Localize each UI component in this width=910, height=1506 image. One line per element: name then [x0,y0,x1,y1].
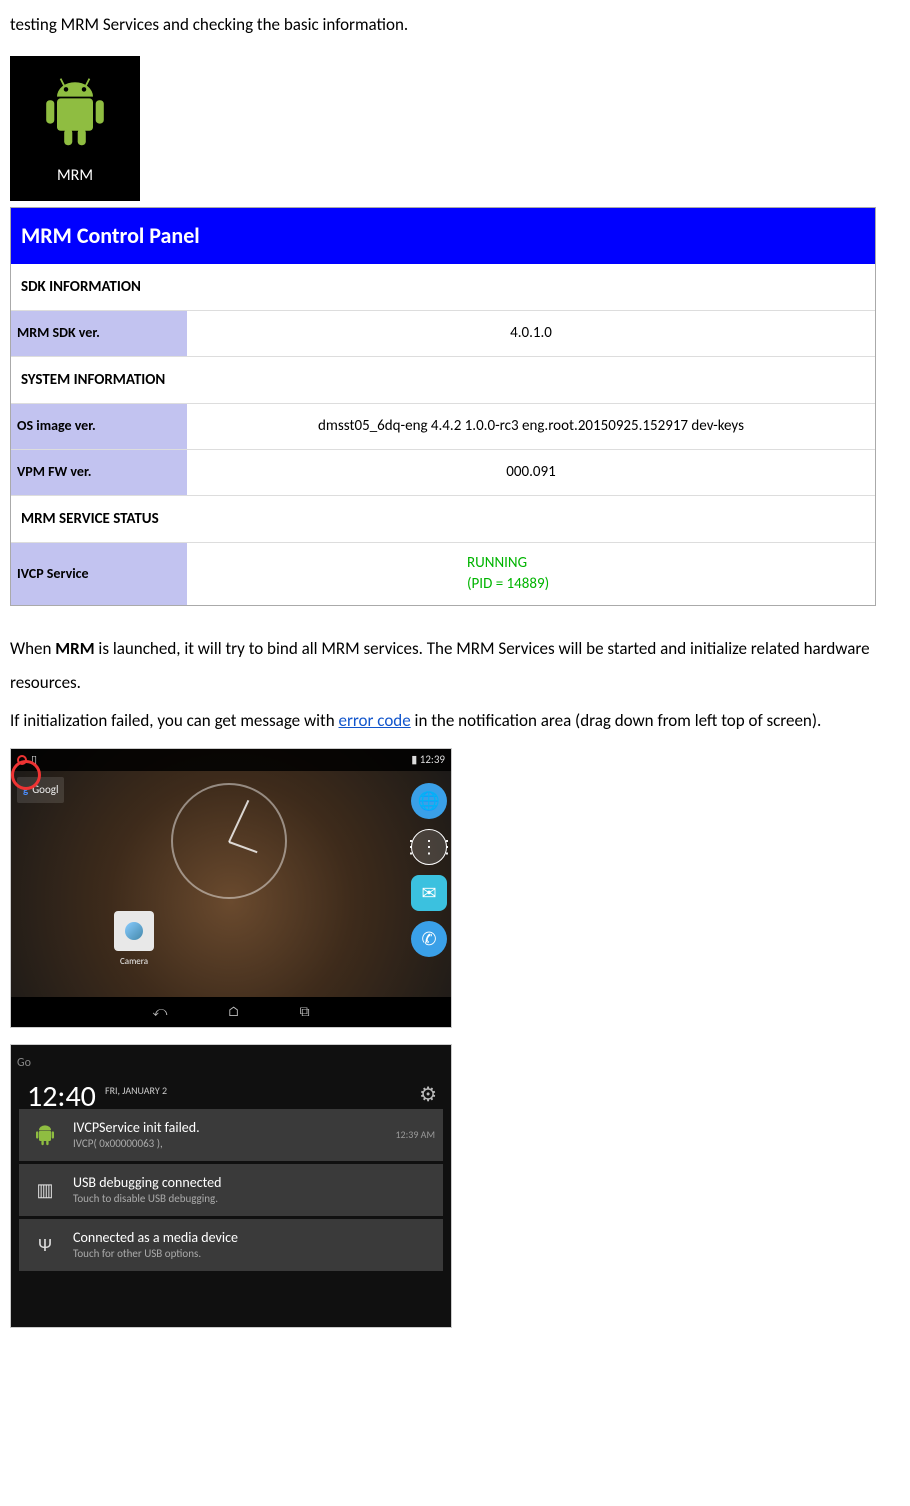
label-os-ver: OS image ver. [11,404,187,449]
paragraph-launch: When MRM is launched, it will try to bin… [10,632,900,700]
notification-drawer-screenshot: Go 12:40 FRI, JANUARY 2 ⚙ IVCPService in… [10,1044,452,1328]
notif-sub: Touch for other USB options. [73,1247,238,1261]
android-home-screenshot: ▯ ▮ 12:39 g Googl Camera 🌐 ⋮⋮⋮ ✉ ✆ ⤺ ⌂ ⧉ [10,748,452,1028]
camera-lens-icon [125,922,143,940]
notif-title: Connected as a media device [73,1229,238,1247]
usb-media-icon: Ψ [27,1227,63,1263]
browser-icon[interactable]: 🌐 [411,783,447,819]
usb-debug-icon: ▥ [27,1172,63,1208]
label-sdk-ver: MRM SDK ver. [11,311,187,356]
label-ivcp: IVCP Service [11,543,187,605]
row-os-ver: OS image ver. dmsst05_6dq-eng 4.4.2 1.0.… [11,404,875,450]
error-code-link[interactable]: error code [339,710,411,731]
annotation-red-circle [11,760,41,790]
mrm-icon-label: MRM [57,160,93,192]
notification-item[interactable]: IVCPService init failed. IVCP( 0x0000006… [19,1109,443,1161]
para1-strong: MRM [55,638,94,659]
notif-title: IVCPService init failed. [73,1119,200,1137]
nav-home-icon[interactable]: ⌂ [227,998,239,1026]
value-ivcp: RUNNING (PID = 14889) [187,543,875,605]
android-nav-bar: ⤺ ⌂ ⧉ [11,997,451,1027]
paragraph-errorcode: If initialization failed, you can get me… [10,704,900,738]
value-os-ver: dmsst05_6dq-eng 4.4.2 1.0.0-rc3 eng.root… [187,404,875,449]
android-icon [27,1117,63,1153]
para1-part-a: When [10,638,55,659]
camera-label: Camera [120,956,148,967]
notification-list: IVCPService init failed. IVCP( 0x0000006… [19,1109,443,1271]
dock-right: 🌐 ⋮⋮⋮ ✉ ✆ [411,783,447,957]
status-bar: ▯ ▮ 12:39 [11,749,451,771]
battery-icon: ▮ [411,753,417,766]
messaging-icon[interactable]: ✉ [411,875,447,911]
value-vpm-ver: 000.091 [187,450,875,495]
clock-widget[interactable] [171,783,287,899]
notif-sub: IVCP( 0x00000063 ), [73,1137,200,1151]
row-vpm-ver: VPM FW ver. 000.091 [11,450,875,496]
section-sys-title: SYSTEM INFORMATION [11,357,875,404]
drawer-date: FRI, JANUARY 2 [105,1081,167,1101]
camera-app-icon[interactable]: Camera [111,911,157,971]
section-svc-title: MRM SERVICE STATUS [11,496,875,543]
mrm-control-panel: MRM Control Panel SDK INFORMATION MRM SD… [10,207,876,606]
label-vpm-ver: VPM FW ver. [11,450,187,495]
mrm-app-icon: MRM [10,56,140,201]
phone-icon[interactable]: ✆ [411,921,447,957]
nav-recent-icon[interactable]: ⧉ [300,998,310,1026]
status-right: ▮ 12:39 [411,749,445,771]
row-sdk-ver: MRM SDK ver. 4.0.1.0 [11,311,875,357]
status-time: 12:39 [420,753,445,766]
value-sdk-ver: 4.0.1.0 [187,311,875,356]
nav-back-icon[interactable]: ⤺ [152,998,167,1026]
row-ivcp: IVCP Service RUNNING (PID = 14889) [11,543,875,605]
notif-time: 12:39 AM [395,1125,435,1145]
notification-item[interactable]: ▥ USB debugging connected Touch to disab… [19,1164,443,1216]
notif-sub: Touch to disable USB debugging. [73,1192,222,1206]
apps-drawer-icon[interactable]: ⋮⋮⋮ [411,829,447,865]
android-robot-icon [30,66,120,156]
intro-text: testing MRM Services and checking the ba… [10,8,900,42]
section-sdk-title: SDK INFORMATION [11,264,875,311]
para2-part-b: in the notification area (drag down from… [411,710,822,731]
para2-part-a: If initialization failed, you can get me… [10,710,339,731]
para1-part-c: is launched, it will try to bind all MRM… [10,638,870,693]
notification-item[interactable]: Ψ Connected as a media device Touch for … [19,1219,443,1271]
panel-title: MRM Control Panel [11,208,875,264]
notif-title: USB debugging connected [73,1174,222,1192]
